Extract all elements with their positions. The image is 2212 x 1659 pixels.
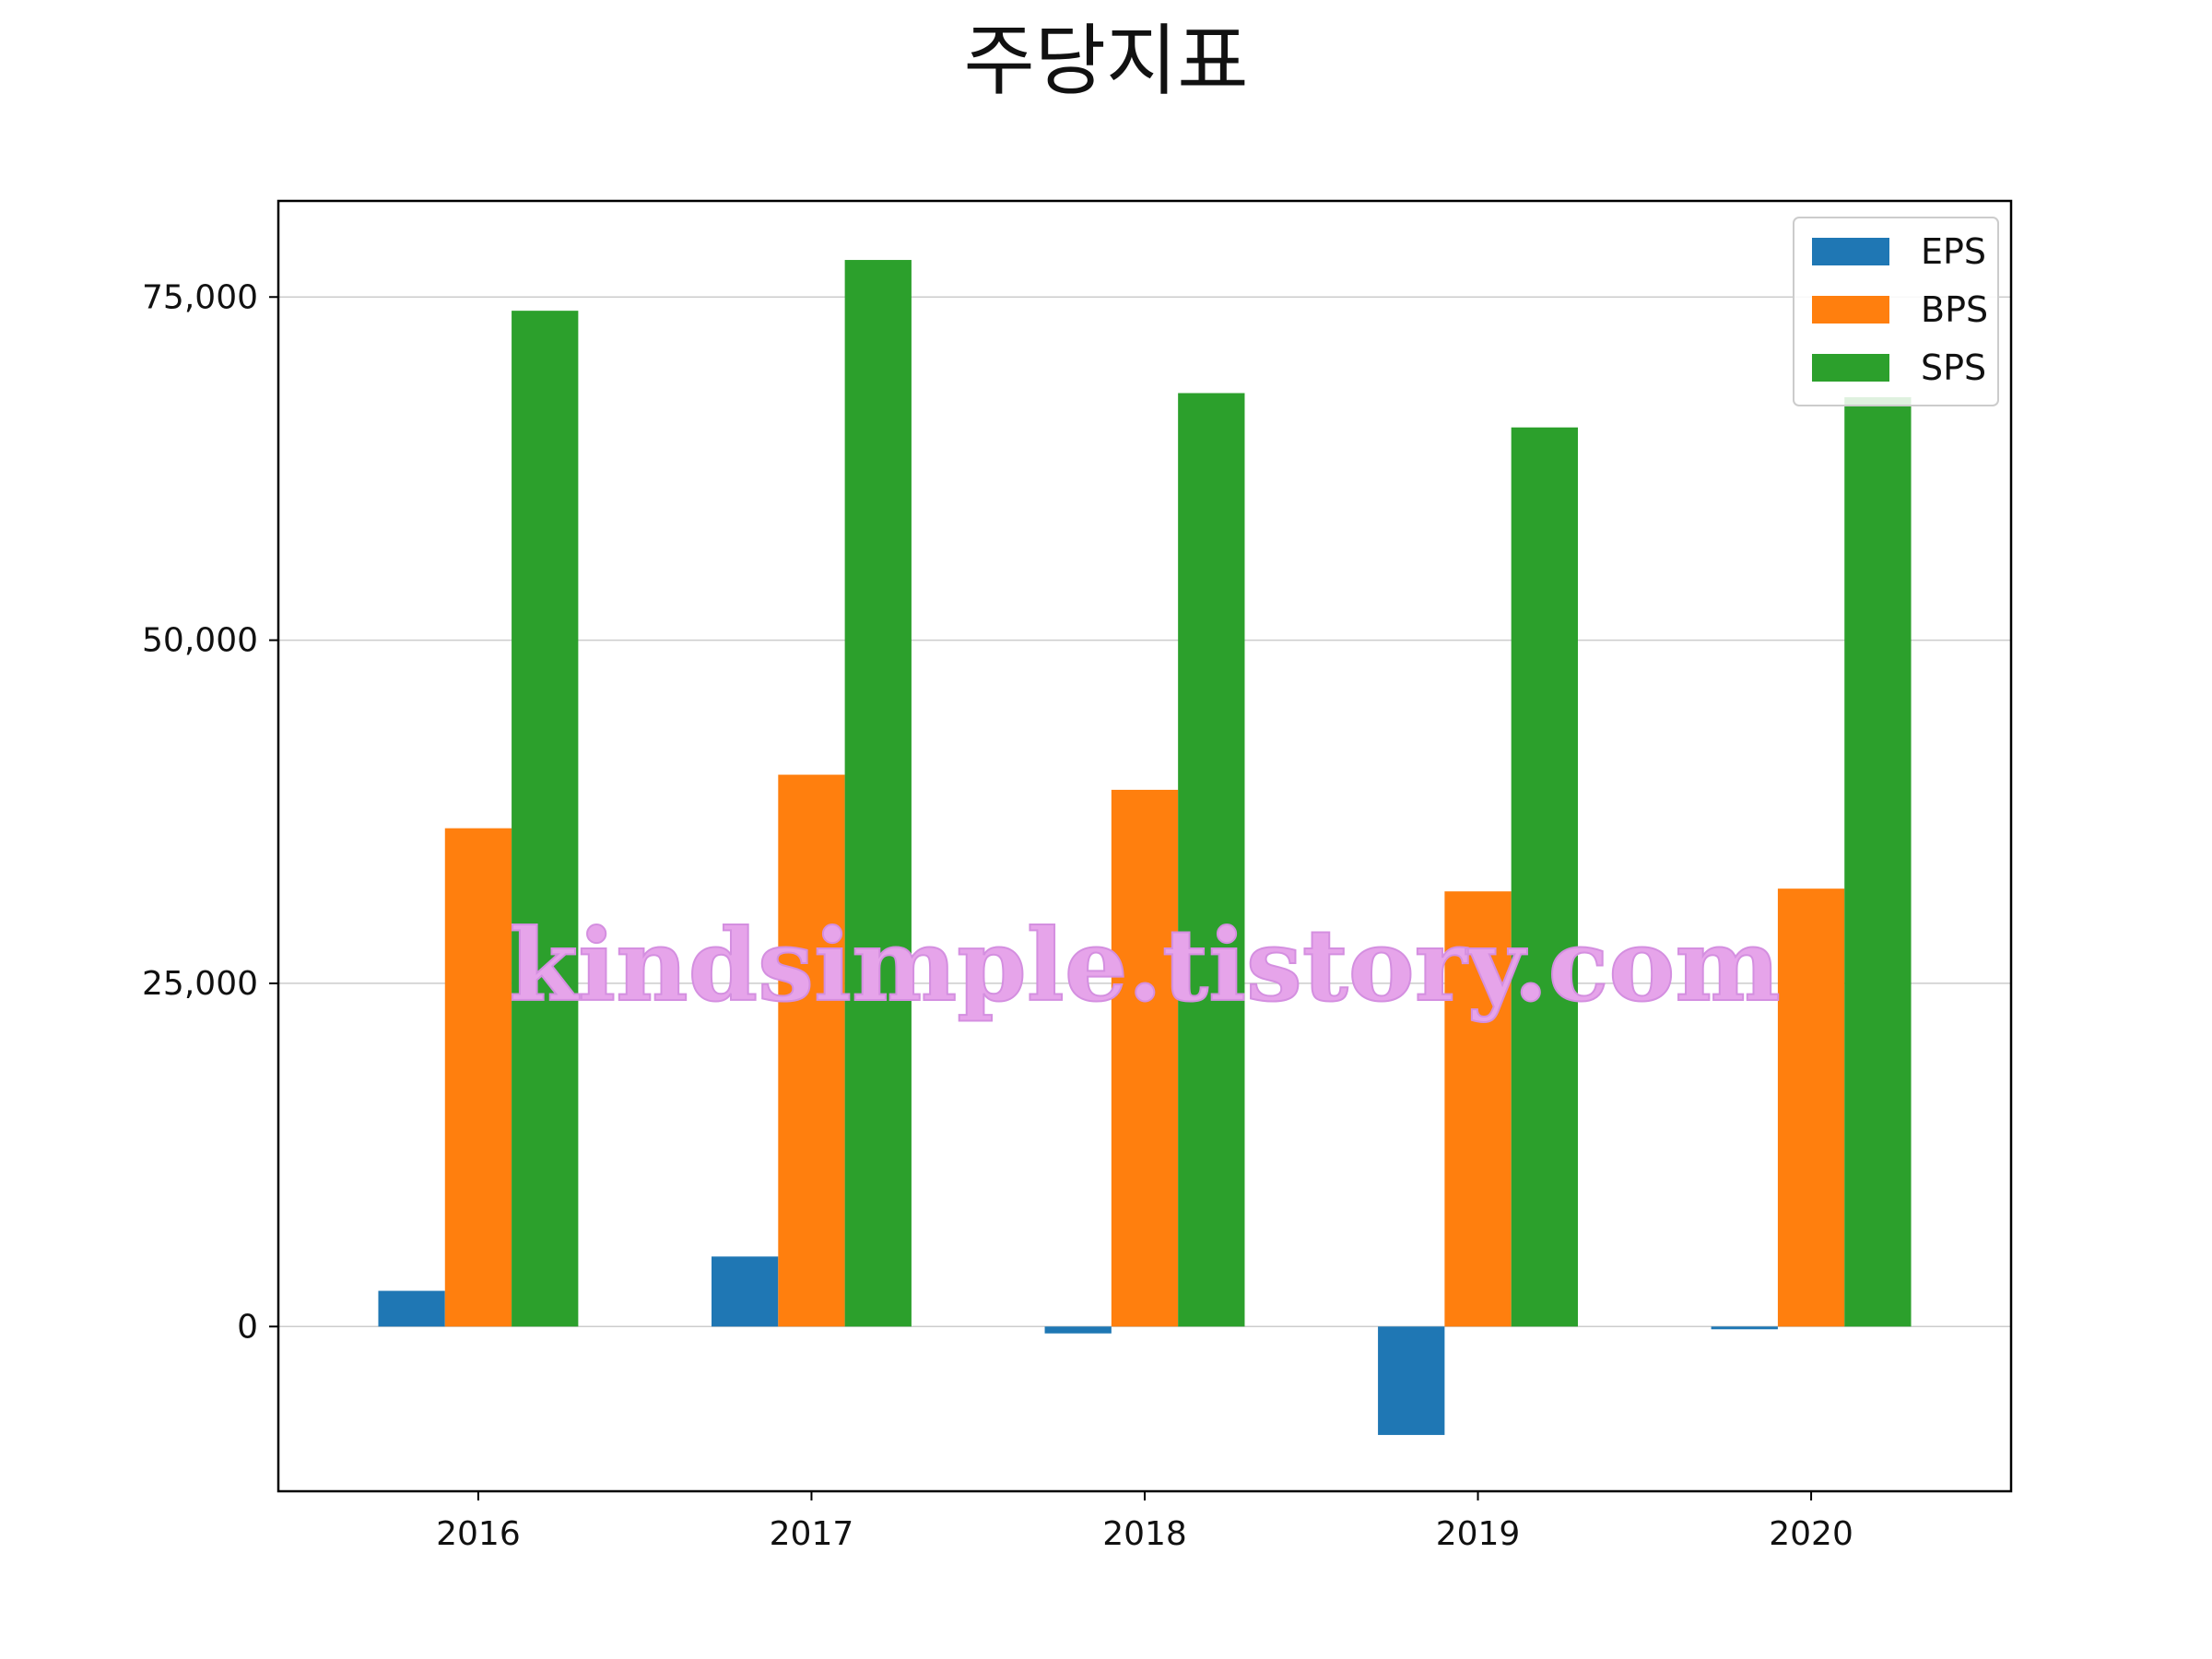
legend-swatch-sps <box>1812 354 1889 382</box>
bar-bps-2020 <box>1777 888 1845 1327</box>
bar-bps-2017 <box>778 774 845 1327</box>
bar-sps-2020 <box>1844 396 1912 1327</box>
bar-bps-2019 <box>1444 891 1512 1327</box>
y-tick-label: 0 <box>237 1308 258 1346</box>
x-tick-label: 2020 <box>1769 1515 1853 1553</box>
legend-label-eps: EPS <box>1921 231 1986 272</box>
chart-title: 주당지표 <box>963 16 1248 106</box>
legend-label-bps: BPS <box>1921 289 1988 330</box>
legend-swatch-bps <box>1812 296 1889 324</box>
bar-eps-2017 <box>712 1256 779 1327</box>
y-axis-ticks: 0 25,000 50,000 75,000 <box>142 278 278 1346</box>
y-tick-label: 75,000 <box>142 278 258 316</box>
y-tick-label: 25,000 <box>142 965 258 1003</box>
bar-eps-2018 <box>1044 1326 1112 1334</box>
bar-eps-2016 <box>378 1290 445 1327</box>
bar-bps-2016 <box>444 828 512 1327</box>
bars <box>378 260 1912 1435</box>
x-tick-label: 2018 <box>1102 1515 1187 1553</box>
bar-sps-2017 <box>844 260 912 1327</box>
x-axis-ticks: 2016 2017 2018 2019 2020 <box>436 1491 1853 1553</box>
watermark: kindsimple.tistory.com <box>509 908 1780 1024</box>
y-tick-label: 50,000 <box>142 622 258 660</box>
legend: EPS BPS SPS <box>1793 217 1999 406</box>
bar-sps-2019 <box>1511 427 1578 1327</box>
legend-swatch-eps <box>1812 238 1889 265</box>
bar-eps-2019 <box>1378 1326 1445 1435</box>
x-tick-label: 2017 <box>770 1515 854 1553</box>
x-tick-label: 2019 <box>1436 1515 1521 1553</box>
legend-label-sps: SPS <box>1921 347 1986 388</box>
bar-eps-2020 <box>1711 1326 1778 1330</box>
x-tick-label: 2016 <box>436 1515 521 1553</box>
bar-sps-2016 <box>512 311 579 1327</box>
bar-bps-2018 <box>1111 789 1179 1327</box>
bar-sps-2018 <box>1178 393 1245 1327</box>
